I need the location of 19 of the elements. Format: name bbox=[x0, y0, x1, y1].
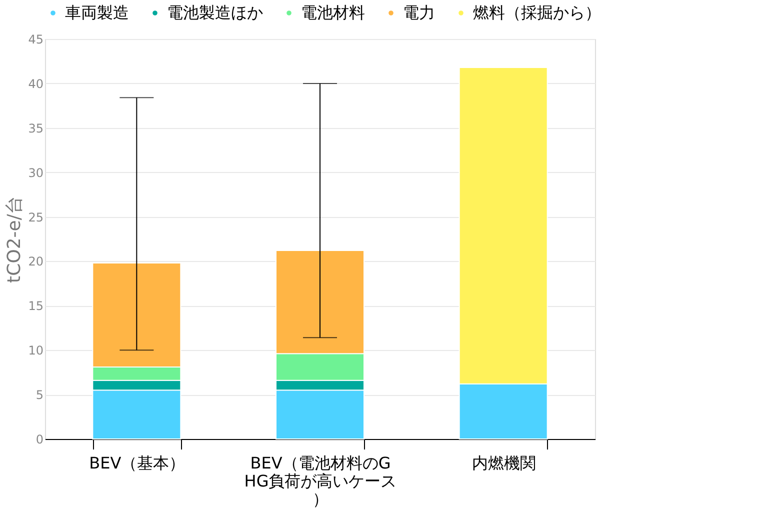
legend-label: 車両製造 bbox=[65, 3, 129, 22]
y-tick-label: 15 bbox=[28, 299, 44, 314]
y-tick-label: 10 bbox=[28, 344, 44, 358]
x-tick-label: BEV（基本） bbox=[89, 454, 186, 472]
y-tick-label: 20 bbox=[28, 254, 44, 269]
y-tick-label: 0 bbox=[36, 432, 44, 446]
y-tick-label: 40 bbox=[28, 76, 44, 91]
y-tick-label: 5 bbox=[36, 388, 44, 402]
legend-label: 燃料（採掘から） bbox=[473, 3, 601, 22]
y-tick-label: 35 bbox=[28, 121, 44, 136]
legend-label: 電力 bbox=[403, 3, 435, 22]
y-tick-label: 30 bbox=[28, 166, 44, 180]
legend-label: 電池材料 bbox=[301, 3, 365, 22]
y-axis-title: tCO2-e/台 bbox=[4, 196, 26, 283]
legend-label: 電池製造ほか bbox=[167, 3, 263, 22]
y-tick-label: 45 bbox=[28, 32, 44, 46]
x-tick-label: 内燃機関 bbox=[472, 454, 536, 472]
y-tick-label: 25 bbox=[28, 210, 44, 224]
x-tick-label: BEV（電池材料のGHG負荷が高いケース） bbox=[244, 454, 397, 508]
